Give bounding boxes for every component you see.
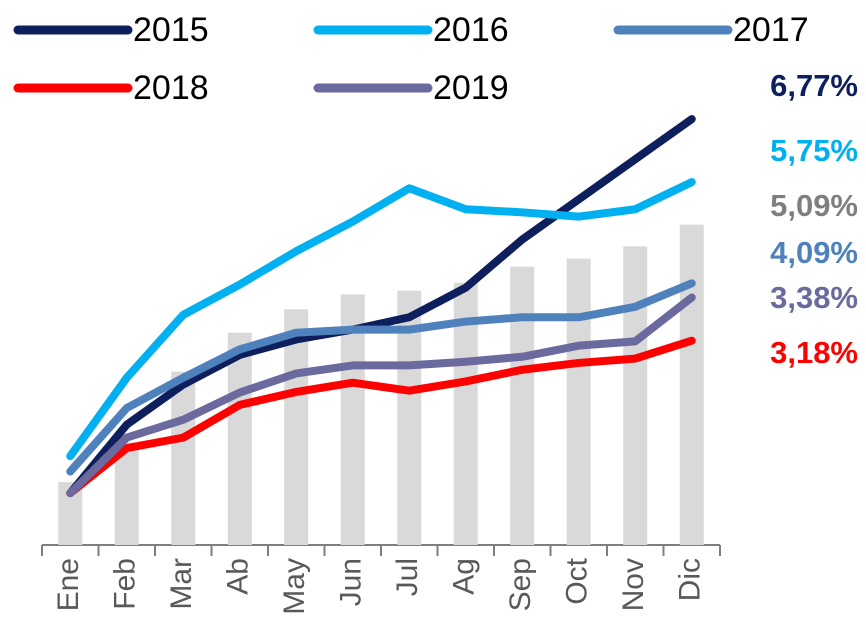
bar: [623, 246, 648, 546]
x-tick-label: Jul: [391, 558, 424, 596]
annotation: 5,09%: [770, 188, 858, 223]
x-tick-label: Dic: [674, 558, 707, 601]
x-tick-label: Ab: [222, 558, 255, 595]
line-series: [66, 336, 696, 498]
x-tick-label: Nov: [617, 558, 650, 611]
legend-label: 2015: [133, 11, 209, 49]
legend-label: 2017: [733, 11, 809, 49]
annotation: 6,77%: [770, 68, 858, 103]
x-tick-label: Feb: [109, 558, 142, 610]
line-series: [66, 115, 696, 498]
bar: [510, 266, 535, 545]
annotation: 3,18%: [770, 335, 858, 370]
line-series: [66, 178, 696, 461]
bar: [114, 442, 139, 545]
bar: [227, 332, 252, 545]
annotation: 4,09%: [770, 235, 858, 270]
bar: [284, 309, 309, 545]
annotation: 3,38%: [770, 280, 858, 315]
line-series: [66, 293, 696, 498]
legend-label: 2016: [433, 11, 509, 49]
bar: [679, 224, 704, 546]
legend-label: 2018: [133, 69, 209, 107]
annotation: 5,75%: [770, 133, 858, 168]
bar: [171, 371, 196, 545]
x-tick-label: Jun: [335, 558, 368, 606]
x-tick-label: Oct: [561, 557, 594, 604]
x-tick-label: Mar: [165, 558, 198, 610]
x-tick-label: Sep: [504, 558, 537, 611]
bar: [566, 258, 591, 545]
x-tick-label: Ag: [448, 558, 481, 595]
legend-label: 2019: [433, 69, 509, 107]
bar: [340, 294, 365, 545]
x-tick-label: May: [278, 558, 311, 615]
x-tick-label: Ene: [52, 558, 85, 611]
line-series: [66, 279, 696, 476]
